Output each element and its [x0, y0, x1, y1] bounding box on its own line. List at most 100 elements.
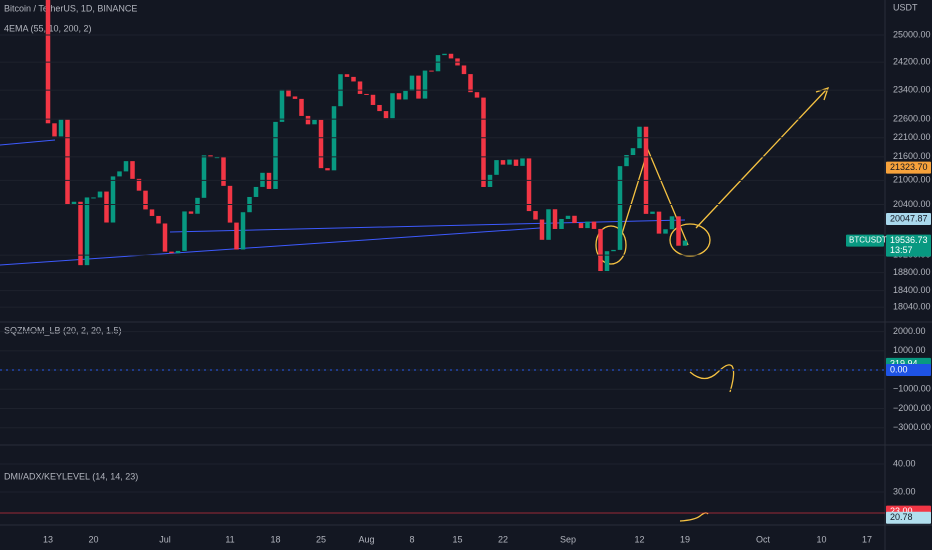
- candle: [136, 178, 142, 191]
- candle: [286, 89, 291, 97]
- candle: [448, 53, 454, 59]
- y-tick-label: 22100.00: [893, 132, 931, 142]
- candle: [208, 155, 213, 158]
- candle: [409, 75, 415, 91]
- candle: [624, 155, 629, 167]
- axis-unit: USDT: [893, 2, 918, 12]
- candle: [312, 119, 317, 125]
- candle: [682, 240, 688, 246]
- price-marker: [886, 364, 931, 377]
- candle: [143, 190, 148, 210]
- candle: [559, 218, 564, 229]
- candle: [552, 209, 558, 229]
- candle: [598, 228, 603, 272]
- trend-line: [0, 139, 56, 146]
- candle: [507, 159, 512, 165]
- candle: [565, 215, 571, 219]
- candle: [279, 89, 285, 122]
- candle: [344, 74, 350, 77]
- candle: [221, 157, 226, 186]
- x-tick-label: 11: [225, 534, 234, 544]
- y-tick-label: −2000.00: [893, 403, 931, 413]
- price-marker-label: 21323.70: [890, 162, 928, 172]
- x-tick-label: 20: [88, 534, 98, 544]
- y-tick-label: 2000.00: [893, 326, 926, 336]
- candle: [351, 76, 356, 82]
- candle: [422, 70, 428, 99]
- x-tick-label: 18: [270, 534, 280, 544]
- candle: [182, 211, 187, 251]
- y-tick-label: 20400.00: [893, 199, 931, 209]
- candle: [546, 209, 551, 240]
- price-marker: [886, 511, 931, 524]
- candle: [370, 94, 376, 105]
- y-tick-label: 30.00: [893, 486, 916, 496]
- y-tick-label: 40.00: [893, 458, 916, 468]
- candle: [104, 191, 109, 223]
- highlight-ellipse: [669, 223, 711, 257]
- candle: [377, 104, 382, 112]
- x-tick-label: 25: [316, 534, 326, 544]
- candle: [214, 157, 220, 159]
- x-tick-label: 15: [452, 534, 462, 544]
- candle: [442, 53, 447, 56]
- candle: [65, 119, 70, 205]
- candle: [494, 160, 499, 175]
- price-marker-label: 20047.87: [890, 213, 928, 223]
- y-tick-label: 1000.00: [893, 345, 926, 355]
- candle: [591, 221, 597, 229]
- x-tick-label: 8: [409, 534, 414, 544]
- candle: [416, 75, 421, 99]
- candle: [195, 197, 200, 214]
- candle: [162, 223, 168, 252]
- candle: [403, 90, 408, 100]
- candle: [169, 251, 174, 254]
- candle: [110, 176, 116, 223]
- x-tick-label: Jul: [159, 534, 171, 544]
- candle: [513, 159, 519, 166]
- candle: [130, 161, 135, 179]
- candle: [630, 148, 636, 156]
- trend-line: [169, 219, 686, 233]
- x-tick-label: 10: [816, 534, 826, 544]
- candle: [149, 209, 155, 216]
- candle: [175, 250, 181, 254]
- candle: [656, 211, 662, 234]
- x-tick-label: Oct: [756, 534, 771, 544]
- candle: [650, 211, 655, 214]
- candle: [299, 98, 304, 116]
- candle: [663, 229, 668, 234]
- candle: [611, 249, 616, 252]
- y-tick-label: 22600.00: [893, 113, 931, 123]
- x-tick-label: 12: [634, 534, 644, 544]
- candle: [520, 158, 525, 166]
- candle: [604, 251, 610, 272]
- chart-title: Bitcoin / TetherUS, 1D, BINANCE: [4, 3, 137, 13]
- y-tick-label: 18400.00: [893, 285, 931, 295]
- indicator-title: SQZMOM_LB (20, 2, 20, 1.5): [4, 325, 122, 335]
- candle: [396, 93, 402, 100]
- arrow-head: [815, 86, 830, 101]
- candle: [390, 93, 395, 119]
- candle: [240, 212, 246, 250]
- candle: [117, 171, 122, 177]
- x-tick-label: 22: [498, 534, 508, 544]
- countdown: 13:57: [890, 245, 913, 255]
- y-tick-label: 25000.00: [893, 29, 931, 39]
- symbol-tag: [846, 234, 884, 247]
- candle: [266, 172, 272, 189]
- price-marker: [886, 161, 931, 174]
- candle: [578, 223, 584, 229]
- candle: [526, 158, 532, 212]
- x-tick-label: Aug: [358, 534, 374, 544]
- candle: [429, 70, 434, 72]
- price-marker-label: 23.00: [890, 506, 913, 516]
- candle: [383, 111, 389, 119]
- x-tick-label: 19: [680, 534, 690, 544]
- trend-line: [0, 227, 541, 266]
- x-tick-label: Sep: [560, 534, 576, 544]
- candle: [156, 215, 161, 224]
- plot-area: [45, 0, 688, 272]
- candle: [52, 123, 57, 137]
